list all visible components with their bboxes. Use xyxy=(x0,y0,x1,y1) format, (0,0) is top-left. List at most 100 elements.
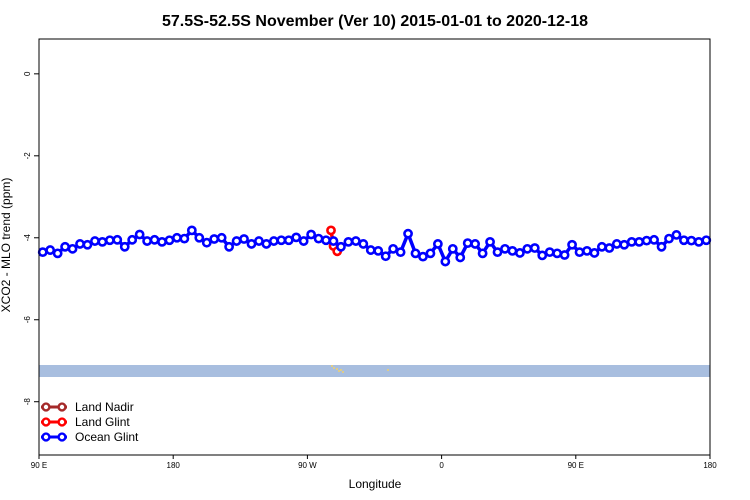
y-tick-label: -8 xyxy=(23,398,32,406)
data-point xyxy=(611,239,622,249)
data-point xyxy=(455,252,466,263)
data-point xyxy=(194,232,205,243)
data-point xyxy=(60,241,70,252)
chart-title: 57.5S-52.5S November (Ver 10) 2015-01-01… xyxy=(162,13,588,30)
data-point xyxy=(172,232,182,243)
legend-label: Land Glint xyxy=(75,415,130,429)
data-point xyxy=(686,235,697,246)
data-point xyxy=(142,236,153,246)
land-speckle xyxy=(387,369,389,371)
legend-marker xyxy=(41,402,51,412)
data-point xyxy=(326,225,336,236)
data-point xyxy=(216,232,227,243)
data-point xyxy=(656,241,667,252)
data-point xyxy=(425,248,436,259)
data-point xyxy=(567,239,577,250)
data-point xyxy=(119,241,130,252)
y-tick-label: -2 xyxy=(23,152,32,160)
data-point xyxy=(432,239,443,249)
y-tick-label: -6 xyxy=(23,316,32,324)
data-point xyxy=(537,250,548,261)
data-point xyxy=(388,243,399,254)
data-point xyxy=(186,225,197,236)
data-point xyxy=(298,236,309,246)
data-point xyxy=(582,245,592,256)
data-point xyxy=(37,247,48,258)
data-point xyxy=(447,243,458,254)
x-tick-label: 180 xyxy=(703,461,717,470)
x-tick-label: 180 xyxy=(167,461,181,470)
data-point xyxy=(589,248,600,258)
data-point xyxy=(343,236,354,247)
legend-marker xyxy=(57,417,67,427)
data-point xyxy=(231,236,242,246)
plot-frame xyxy=(38,38,711,456)
land-speckle xyxy=(342,371,344,373)
data-point xyxy=(693,236,704,247)
data-point xyxy=(701,235,712,246)
data-point xyxy=(403,228,413,239)
data-point xyxy=(134,229,145,240)
legend-label: Ocean Glint xyxy=(75,430,139,444)
data-point xyxy=(634,236,645,247)
data-point xyxy=(574,247,585,258)
data-point xyxy=(179,233,190,244)
data-point xyxy=(470,239,481,249)
data-point xyxy=(500,243,510,254)
data-point xyxy=(104,235,115,246)
data-point xyxy=(418,251,428,262)
data-point xyxy=(358,239,369,249)
land-speckle xyxy=(336,368,338,370)
data-point xyxy=(291,232,302,243)
data-point xyxy=(350,236,361,246)
data-point xyxy=(492,247,503,258)
data-point xyxy=(529,243,540,253)
data-point xyxy=(164,235,175,246)
data-point xyxy=(410,248,421,259)
data-point xyxy=(75,239,85,249)
data-point xyxy=(268,236,279,246)
data-point xyxy=(246,239,257,249)
x-tick-label: 90 E xyxy=(31,461,47,470)
land-speckle xyxy=(340,369,342,371)
data-point xyxy=(313,233,324,244)
data-point xyxy=(619,239,630,250)
data-point xyxy=(112,234,123,245)
data-point xyxy=(336,241,346,252)
data-point xyxy=(224,241,235,252)
data-point xyxy=(283,235,294,246)
data-point xyxy=(127,234,138,245)
data-point xyxy=(626,236,637,247)
data-point xyxy=(97,236,108,247)
series-ocean-glint xyxy=(37,225,712,267)
legend-marker xyxy=(57,432,67,442)
data-point xyxy=(664,233,674,244)
land-speckle xyxy=(331,365,333,367)
data-point xyxy=(671,230,682,240)
legend-marker xyxy=(57,402,67,412)
x-axis-label: Longitude xyxy=(349,477,402,491)
land-speckle xyxy=(338,370,340,372)
data-point xyxy=(209,234,220,244)
legend-marker xyxy=(41,432,51,442)
data-point xyxy=(45,245,56,255)
x-tick-label: 0 xyxy=(439,461,444,470)
data-point xyxy=(522,243,533,254)
y-tick-label: -4 xyxy=(23,234,32,242)
data-point xyxy=(306,229,317,240)
data-point xyxy=(559,250,570,260)
data-point xyxy=(67,243,78,254)
data-point xyxy=(514,248,525,258)
data-point xyxy=(328,236,339,246)
data-point xyxy=(440,256,451,267)
data-point xyxy=(477,248,488,259)
data-point xyxy=(544,247,555,258)
x-tick-label: 90 W xyxy=(298,461,317,470)
data-point xyxy=(52,248,63,259)
data-point xyxy=(641,235,652,246)
legend-label: Land Nadir xyxy=(75,400,134,414)
data-point xyxy=(596,241,607,252)
data-point xyxy=(485,236,495,247)
